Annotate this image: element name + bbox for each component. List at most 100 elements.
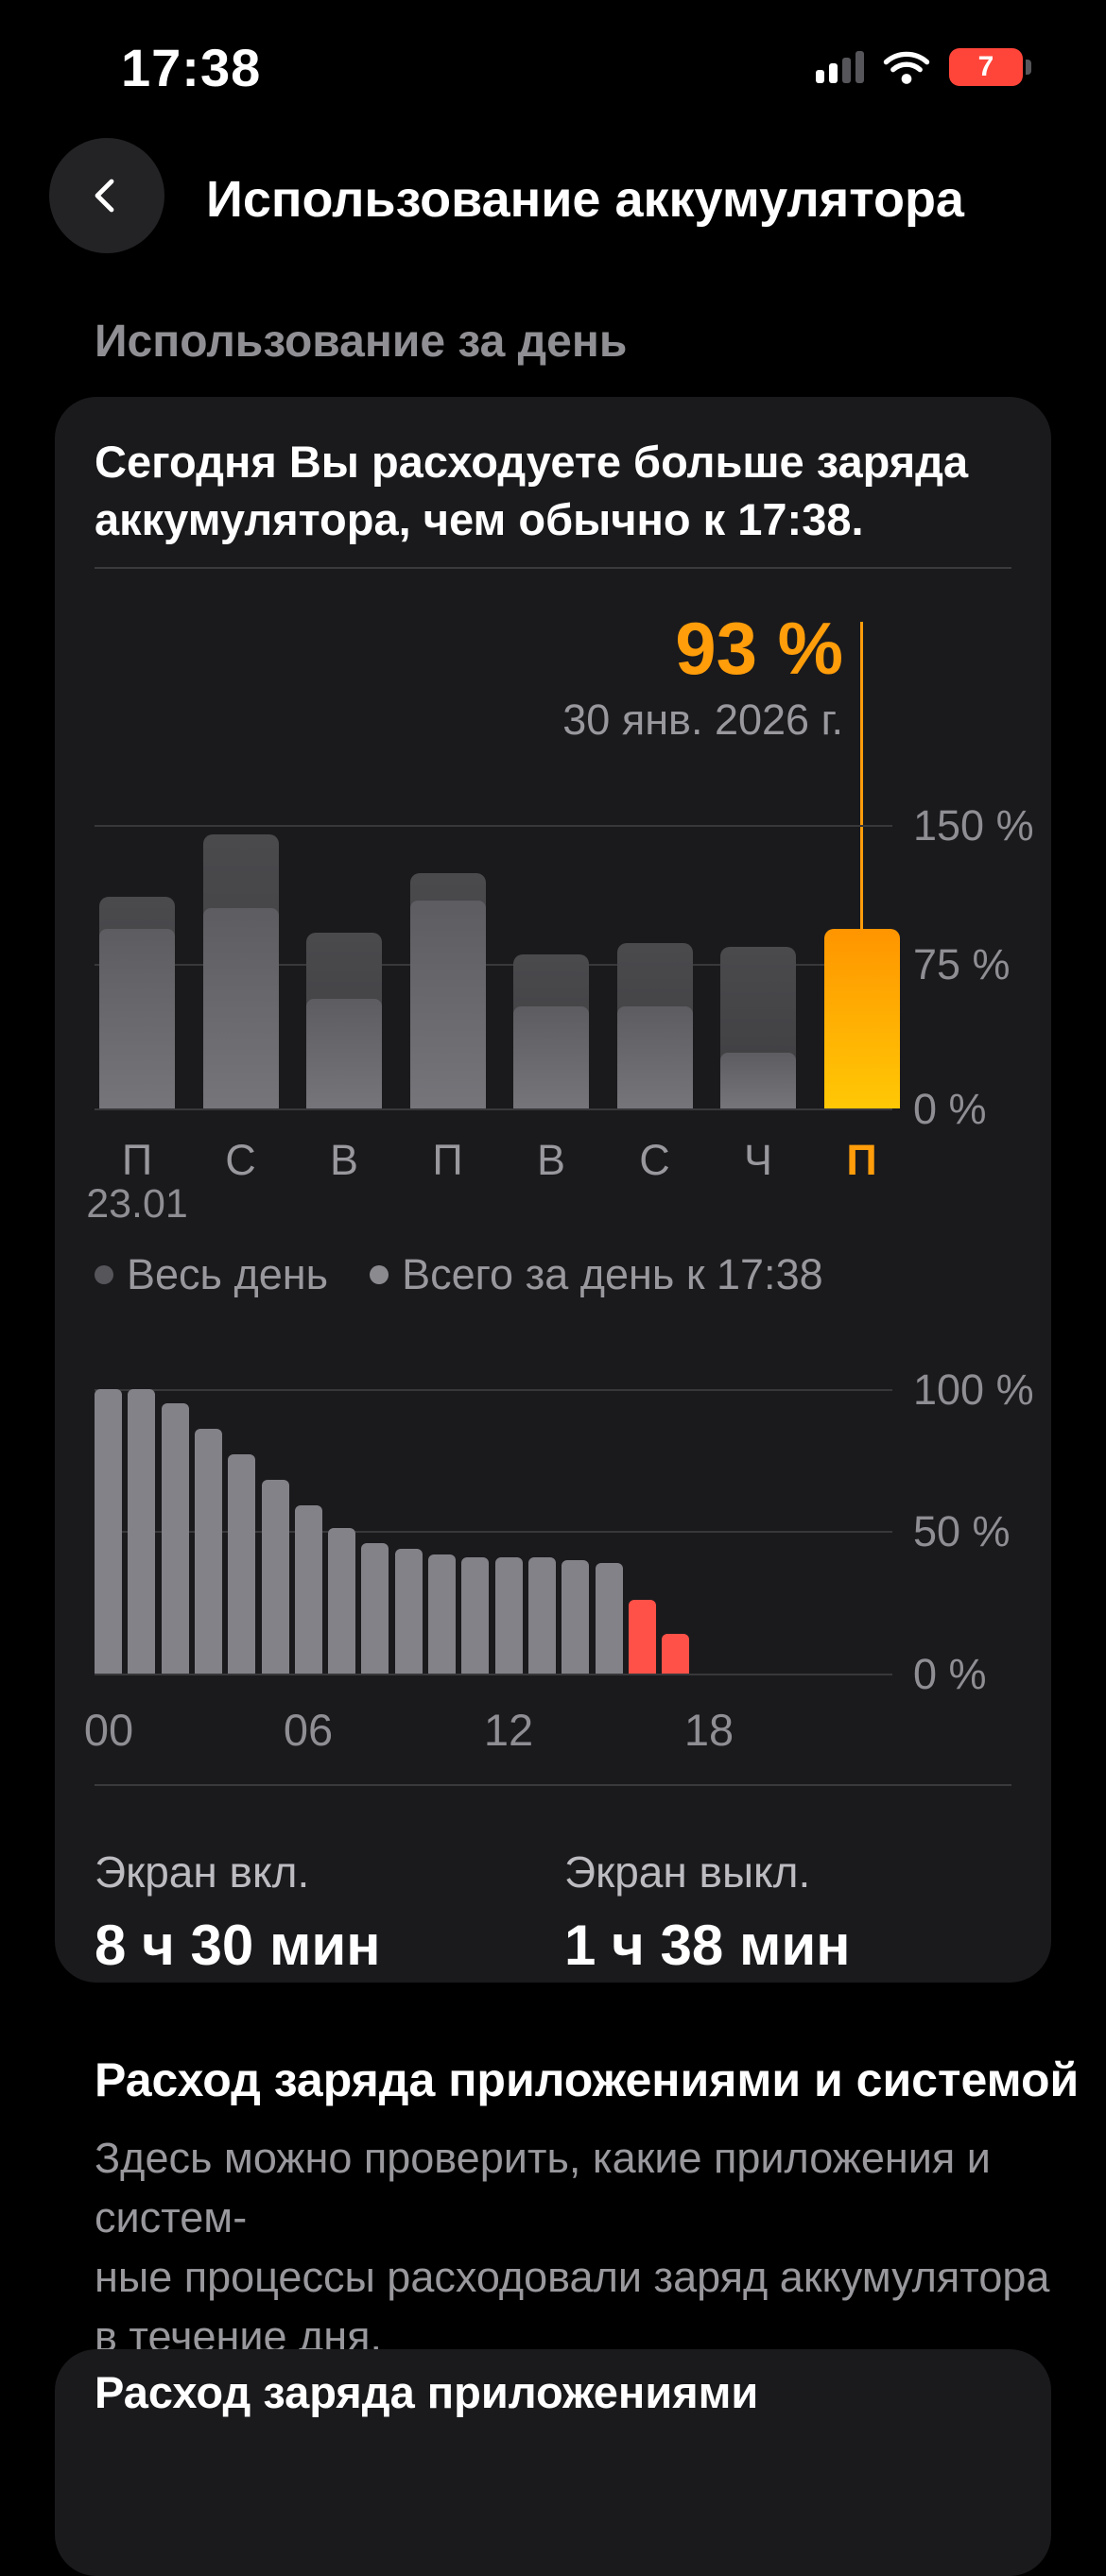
apps-section-title: Расход заряда приложениями и системой xyxy=(95,2053,1080,2106)
chart1-ytick: 0 % xyxy=(913,1085,987,1133)
chart1-bar[interactable] xyxy=(720,947,796,1108)
chevron-left-icon xyxy=(95,179,114,213)
screen-off-label: Экран выкл. xyxy=(564,1847,811,1897)
chart2-gridline-0 xyxy=(95,1674,892,1675)
chart1-bar-partial xyxy=(99,929,175,1108)
chart1-ytick: 75 % xyxy=(913,940,1011,988)
chart1-x-label: П xyxy=(846,1136,877,1184)
chart1-x-label: В xyxy=(536,1136,565,1184)
chart1-x-label: С xyxy=(639,1136,670,1184)
section-daily-usage-label: Использование за день xyxy=(95,317,628,367)
chart2-bar xyxy=(328,1528,355,1674)
screen-on-value: 8 ч 30 мин xyxy=(95,1914,381,1977)
usage-message-line2: аккумулятора, чем обычно к 17:38. xyxy=(95,494,864,544)
legend-label-full-day: Весь день xyxy=(127,1250,329,1298)
chart1-ytick: 150 % xyxy=(913,801,1034,850)
chart2-bar-low xyxy=(662,1634,689,1674)
chart1-bar-partial xyxy=(306,999,382,1108)
selected-day-callout: 93 % 30 янв. 2026 г. xyxy=(55,609,843,745)
chart1-bar[interactable] xyxy=(202,834,279,1108)
chart1-gridline-75 xyxy=(95,964,892,966)
chart2-bar xyxy=(395,1549,423,1674)
chart1-bar-partial xyxy=(202,908,279,1108)
chart2-bar xyxy=(162,1403,189,1674)
chart2-bar xyxy=(262,1480,289,1674)
chart2-x-label: 06 xyxy=(283,1705,334,1755)
chart1-first-date: 23.01 xyxy=(86,1181,188,1227)
chart1-bar-partial xyxy=(616,1006,693,1108)
usage-message: Сегодня Вы расходуете больше заряда акку… xyxy=(95,433,1011,548)
chart2-bar xyxy=(495,1557,523,1674)
back-button[interactable] xyxy=(49,138,164,253)
chart1-x-label: П xyxy=(121,1136,153,1184)
status-icons: 7 xyxy=(816,48,1031,86)
chart2-ytick: 100 % xyxy=(913,1365,1034,1414)
page-title: Использование аккумулятора xyxy=(206,171,964,228)
battery-level-chart xyxy=(95,1389,892,1674)
apps-description-line2: ные процессы расходовали заряд аккумулят… xyxy=(95,2253,1050,2301)
screen-on-label: Экран вкл. xyxy=(95,1847,310,1897)
chart2-ytick: 0 % xyxy=(913,1650,987,1698)
chart2-x-labels: 00 06 12 18 xyxy=(84,1704,892,1757)
legend-dot-full-day-icon xyxy=(95,1265,113,1284)
legend-dot-by-time-icon xyxy=(370,1265,389,1284)
selected-day-indicator-line xyxy=(860,622,863,929)
battery-percent: 7 xyxy=(977,51,994,82)
chart2-bar xyxy=(528,1557,556,1674)
selected-day-value: 93 % xyxy=(675,607,843,690)
chart1-bar[interactable] xyxy=(409,873,486,1108)
chart2-gridline-100 xyxy=(95,1389,892,1391)
chart2-bar xyxy=(461,1557,489,1674)
screen-on-stat: Экран вкл. 8 ч 30 мин xyxy=(95,1846,380,1978)
legend-label-by-time: Всего за день к 17:38 xyxy=(402,1250,823,1298)
chart2-x-label: 18 xyxy=(683,1705,734,1755)
selected-day-date: 30 янв. 2026 г. xyxy=(562,696,843,744)
chart2-bar xyxy=(295,1505,322,1674)
chart1-x-label: Ч xyxy=(744,1136,772,1184)
chart2-x-label: 00 xyxy=(83,1705,134,1755)
status-bar: 17:38 7 xyxy=(0,0,1106,121)
chart1-x-label: В xyxy=(329,1136,358,1184)
chart2-bar xyxy=(361,1543,389,1674)
chart1-x-label: С xyxy=(225,1136,256,1184)
status-time: 17:38 xyxy=(121,37,262,97)
chart1-bar[interactable] xyxy=(99,897,175,1108)
apps-usage-card[interactable]: Расход заряда приложениями xyxy=(55,2349,1051,2576)
chart1-bar-partial xyxy=(720,1053,796,1108)
screen-off-stat: Экран выкл. 1 ч 38 мин xyxy=(564,1846,850,1978)
chart1-bar-partial xyxy=(409,901,486,1108)
legend-item-full-day: Весь день xyxy=(95,1250,328,1299)
weekly-usage-chart xyxy=(55,825,972,1108)
battery-icon: 7 xyxy=(949,48,1031,86)
chart1-bar[interactable] xyxy=(513,954,589,1108)
chart1-bar-today[interactable] xyxy=(823,929,900,1108)
chart2-bar xyxy=(128,1389,155,1674)
chart2-ytick: 50 % xyxy=(913,1507,1011,1555)
chart1-bar[interactable] xyxy=(306,933,382,1108)
divider xyxy=(95,1784,1011,1786)
chart1-x-label: П xyxy=(432,1136,463,1184)
chart2-bar-low xyxy=(629,1600,656,1674)
usage-message-line1: Сегодня Вы расходуете больше заряда xyxy=(95,437,969,487)
chart1-legend: Весь день Всего за день к 17:38 xyxy=(95,1250,823,1299)
chart2-bar xyxy=(195,1429,222,1674)
chart2-bar xyxy=(228,1454,255,1674)
apps-description-line1: Здесь можно проверить, какие приложения … xyxy=(95,2134,991,2241)
chart1-gridline-0 xyxy=(95,1108,892,1110)
divider xyxy=(95,567,1011,569)
cellular-signal-icon xyxy=(816,51,864,83)
apps-section-description: Здесь можно проверить, какие приложения … xyxy=(95,2128,1106,2366)
chart2-x-label: 12 xyxy=(483,1705,534,1755)
chart2-bar xyxy=(428,1554,456,1674)
chart2-bar xyxy=(562,1560,589,1674)
chart2-bar xyxy=(596,1563,623,1674)
chart2-gridline-50 xyxy=(95,1531,892,1533)
daily-usage-card: Сегодня Вы расходуете больше заряда акку… xyxy=(55,397,1051,1983)
wifi-icon xyxy=(883,51,930,84)
chart1-bar-partial xyxy=(513,1006,589,1108)
chart1-bar[interactable] xyxy=(616,943,693,1108)
chart2-bar xyxy=(95,1389,122,1674)
screen-off-value: 1 ч 38 мин xyxy=(564,1914,851,1977)
chart1-gridline-150 xyxy=(95,825,892,827)
